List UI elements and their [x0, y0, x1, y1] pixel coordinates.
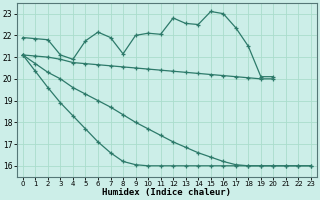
- X-axis label: Humidex (Indice chaleur): Humidex (Indice chaleur): [102, 188, 231, 197]
